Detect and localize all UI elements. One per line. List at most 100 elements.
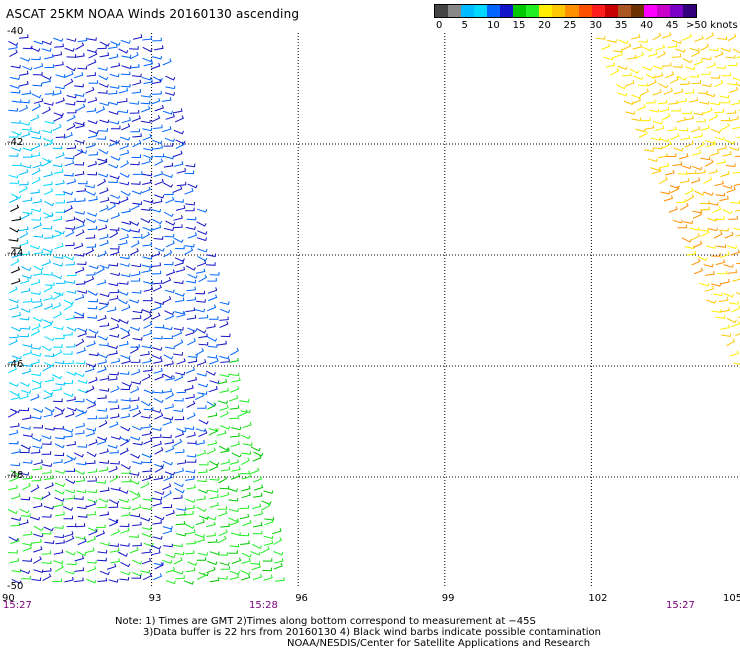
wind-barb bbox=[650, 167, 661, 172]
wind-barb bbox=[164, 137, 175, 143]
wind-barb bbox=[732, 276, 740, 282]
wind-barb bbox=[87, 225, 98, 231]
wind-barb bbox=[31, 380, 43, 385]
wind-barb bbox=[20, 308, 31, 313]
wind-barb bbox=[143, 154, 154, 160]
wind-barb bbox=[659, 138, 670, 143]
wind-barb bbox=[73, 242, 84, 250]
wind-barb bbox=[110, 155, 121, 161]
wind-barb bbox=[55, 133, 66, 138]
wind-barb bbox=[66, 407, 77, 412]
wind-barb bbox=[172, 224, 183, 229]
wind-barb bbox=[63, 331, 73, 336]
wind-barb bbox=[8, 153, 19, 157]
wind-barb bbox=[186, 540, 196, 545]
wind-barb bbox=[66, 94, 77, 99]
wind-barb bbox=[110, 385, 120, 393]
wind-barb bbox=[164, 471, 175, 476]
wind-barb bbox=[96, 480, 107, 484]
wind-barb bbox=[710, 128, 722, 134]
wind-barb bbox=[54, 406, 65, 412]
wind-barb bbox=[22, 343, 33, 348]
wind-barb bbox=[703, 191, 714, 196]
wind-barb bbox=[700, 206, 710, 211]
wind-barb bbox=[31, 279, 41, 286]
wind-barb bbox=[97, 67, 108, 71]
wind-barb bbox=[64, 570, 75, 575]
wind-barb bbox=[208, 489, 219, 493]
wind-barb bbox=[173, 438, 183, 447]
wind-barb bbox=[717, 36, 728, 41]
wind-barb bbox=[703, 263, 714, 268]
wind-barb bbox=[164, 403, 175, 410]
wind-barb bbox=[54, 443, 65, 449]
wind-barb bbox=[152, 573, 163, 581]
latitude-label: -42 bbox=[7, 137, 24, 148]
wind-barb bbox=[54, 243, 64, 250]
wind-barb bbox=[110, 528, 120, 536]
wind-barb bbox=[184, 384, 194, 391]
wind-barb bbox=[42, 463, 53, 467]
wind-barb bbox=[131, 89, 142, 94]
colorbar-label: 45 bbox=[665, 20, 679, 31]
wind-barb bbox=[649, 108, 660, 113]
wind-barb bbox=[209, 577, 220, 583]
wind-barb bbox=[198, 333, 208, 339]
wind-barb bbox=[131, 575, 142, 579]
wind-barb bbox=[31, 298, 42, 303]
wind-barb bbox=[185, 366, 196, 374]
wind-barb bbox=[129, 405, 139, 412]
wind-barb bbox=[43, 171, 53, 178]
wind-barb bbox=[187, 358, 198, 364]
wind-barb bbox=[209, 502, 219, 508]
wind-barb bbox=[726, 317, 737, 324]
wind-barb bbox=[130, 380, 142, 385]
wind-barb bbox=[652, 145, 663, 150]
wind-barb bbox=[228, 508, 239, 513]
wind-barb bbox=[716, 244, 727, 248]
wind-barb bbox=[176, 181, 187, 187]
wind-barb bbox=[143, 79, 153, 85]
wind-barb bbox=[98, 148, 109, 155]
wind-barb bbox=[606, 39, 617, 43]
wind-barb bbox=[207, 560, 218, 566]
wind-barb bbox=[85, 271, 96, 276]
wind-barb bbox=[186, 432, 196, 438]
wind-barb bbox=[239, 505, 250, 509]
wind-barb bbox=[187, 338, 196, 346]
wind-barb bbox=[219, 491, 230, 498]
wind-barb bbox=[55, 209, 65, 213]
wind-barb bbox=[696, 169, 706, 175]
wind-barb bbox=[19, 226, 29, 232]
wind-barb bbox=[86, 72, 97, 77]
wind-barb bbox=[99, 197, 110, 203]
wind-barb bbox=[21, 575, 31, 580]
wind-barb bbox=[142, 172, 153, 177]
wind-barb bbox=[721, 72, 731, 77]
wind-barb bbox=[173, 543, 183, 548]
wind-barb bbox=[273, 562, 283, 570]
wind-barb bbox=[32, 502, 43, 509]
wind-barb bbox=[196, 299, 206, 303]
wind-barb bbox=[120, 438, 129, 447]
wind-barb bbox=[76, 103, 86, 112]
wind-barb bbox=[241, 485, 251, 492]
wind-barb bbox=[86, 37, 97, 41]
wind-barb bbox=[141, 423, 151, 429]
wind-barb bbox=[241, 473, 252, 480]
wind-barb bbox=[196, 237, 208, 242]
wind-barb bbox=[77, 380, 88, 384]
wind-barb bbox=[162, 277, 172, 285]
wind-barb bbox=[640, 117, 651, 122]
wind-barb bbox=[75, 360, 86, 365]
wind-barb bbox=[20, 57, 31, 62]
wind-barb bbox=[65, 261, 75, 266]
wind-barb bbox=[30, 189, 40, 194]
wind-barb bbox=[685, 66, 696, 71]
wind-barb bbox=[10, 522, 21, 527]
wind-barb bbox=[85, 190, 96, 196]
wind-barb bbox=[667, 126, 677, 132]
wind-barb bbox=[86, 340, 96, 348]
wind-barb bbox=[272, 528, 282, 535]
colorbar-swatch bbox=[630, 5, 644, 17]
